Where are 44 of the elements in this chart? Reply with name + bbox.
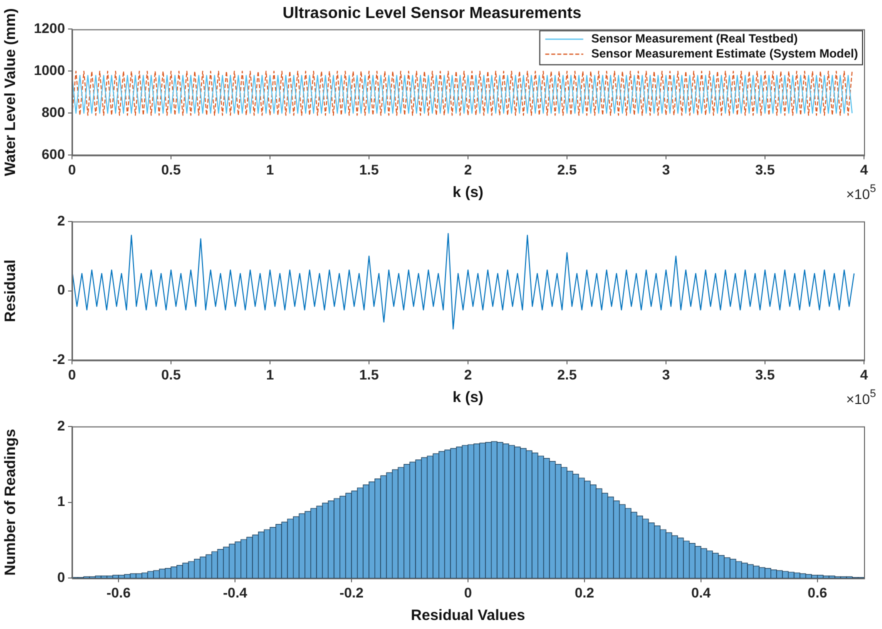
y-tick-label: 0	[57, 569, 66, 586]
y-tick-label: 2	[57, 417, 66, 434]
x-tick-label: 0.6	[808, 584, 828, 600]
x-tick-label: -0.4	[222, 584, 248, 600]
x-tick-label: 0	[68, 161, 76, 178]
y-axis-title: Number of Readings	[2, 428, 20, 576]
x-tick-label: 1	[266, 161, 274, 178]
x-tick-label: -0.2	[339, 584, 364, 600]
x-tick-label: 0.5	[161, 366, 181, 382]
x-tick-label: -0.6	[106, 584, 131, 600]
x-tick-label: 3.5	[755, 161, 775, 178]
y-axis-title: Residual	[2, 260, 20, 322]
x-tick-label: 0.5	[161, 161, 181, 178]
x-tick-label: 4	[860, 161, 868, 178]
legend-label: Sensor Measurement Estimate (System Model)	[591, 46, 858, 61]
x-axis-title: k (s)	[452, 389, 484, 406]
x-axis-title: k (s)	[452, 184, 484, 202]
y-tick-label: 2	[57, 212, 66, 228]
x-tick-label: 0	[68, 366, 76, 382]
y-tick-label: 1	[57, 493, 66, 510]
x-tick-label: 3.5	[755, 366, 775, 382]
y-tick-label: 0	[57, 282, 66, 298]
y-tick-label: 1000	[34, 62, 66, 78]
x-tick-label: 1	[266, 366, 274, 382]
x-tick-label: 0.2	[574, 584, 594, 600]
x-tick-label: 3	[662, 366, 670, 382]
y-tick-label: 800	[42, 104, 66, 120]
x-axis-title: Residual Values	[410, 607, 526, 624]
y-axis-title: Water Level Value (mm)	[2, 8, 20, 176]
x-tick-label: 4	[860, 366, 868, 382]
x-tick-label: 1.5	[359, 161, 379, 178]
y-tick-label: 600	[42, 146, 66, 162]
x-tick-label: 3	[662, 161, 670, 178]
y-tick-label: 1200	[34, 20, 66, 36]
chart-title: Ultrasonic Level Sensor Measurements	[282, 5, 582, 22]
x-tick-label: 2	[464, 366, 472, 382]
x-tick-label: 2.5	[557, 366, 577, 382]
y-tick-label: -2	[52, 351, 66, 368]
x-tick-label: 2	[464, 161, 472, 178]
x-tick-label: 0.4	[691, 584, 711, 600]
x-tick-label: 2.5	[557, 161, 577, 178]
legend-label: Sensor Measurement (Real Testbed)	[591, 32, 798, 46]
x-tick-label: 1.5	[359, 366, 379, 382]
x-tick-label: 0	[464, 584, 472, 600]
